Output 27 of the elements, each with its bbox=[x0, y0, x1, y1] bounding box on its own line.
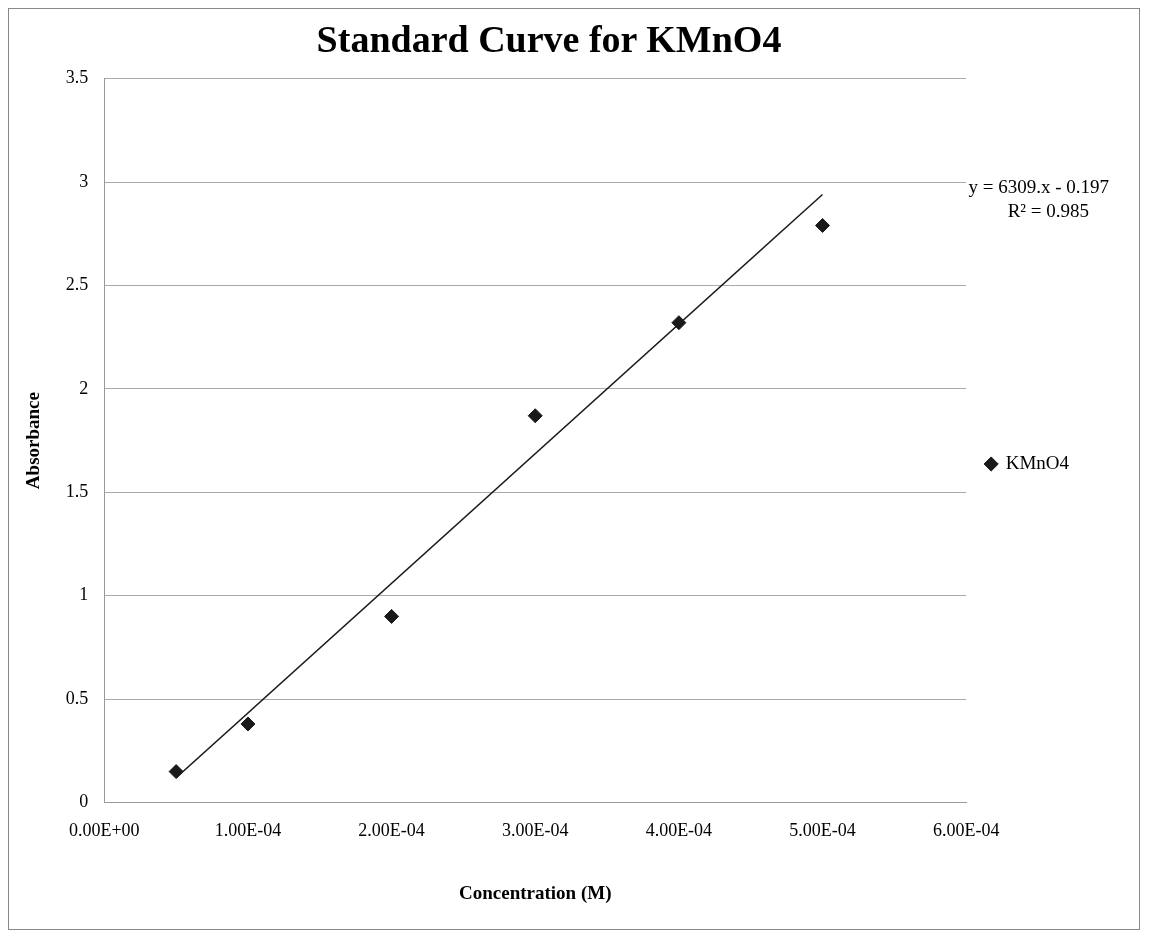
text: y = 6309.x - 0.197 bbox=[968, 176, 1109, 198]
y-tick-label: 0 bbox=[79, 791, 89, 812]
point bbox=[384, 608, 400, 624]
y-tick-label: 1 bbox=[79, 584, 89, 605]
y-tick-label: 1.5 bbox=[65, 481, 89, 502]
y-tick-label: 0.5 bbox=[65, 687, 89, 708]
x-tick-label: 3.00E-04 bbox=[501, 820, 569, 841]
x-axis-title: Concentration (M) bbox=[458, 881, 612, 904]
point bbox=[240, 716, 256, 732]
y-tick-label: 2 bbox=[79, 377, 89, 398]
y-axis-title: Absorbance bbox=[22, 392, 44, 490]
y-tick-label: 3.5 bbox=[65, 67, 89, 88]
chart-title: Standard Curve for KMnO4 bbox=[316, 17, 782, 60]
point bbox=[527, 408, 543, 424]
x-tick-label: 0.00E+00 bbox=[68, 820, 140, 841]
x-tick-label: 5.00E-04 bbox=[789, 820, 856, 841]
point bbox=[168, 764, 184, 780]
text: R² = 0.985 bbox=[1007, 200, 1089, 222]
x-tick-label: 2.00E-04 bbox=[358, 820, 425, 841]
y-tick-label: 3 bbox=[79, 170, 89, 191]
x-tick-label: 4.00E-04 bbox=[645, 820, 713, 841]
x-tick-label: 6.00E-04 bbox=[932, 820, 1000, 841]
point bbox=[671, 315, 687, 331]
point bbox=[815, 217, 831, 233]
y-tick-label: 2.5 bbox=[65, 274, 89, 295]
legend-label: KMnO4 bbox=[1005, 451, 1070, 473]
x-tick-label: 1.00E-04 bbox=[214, 820, 282, 841]
